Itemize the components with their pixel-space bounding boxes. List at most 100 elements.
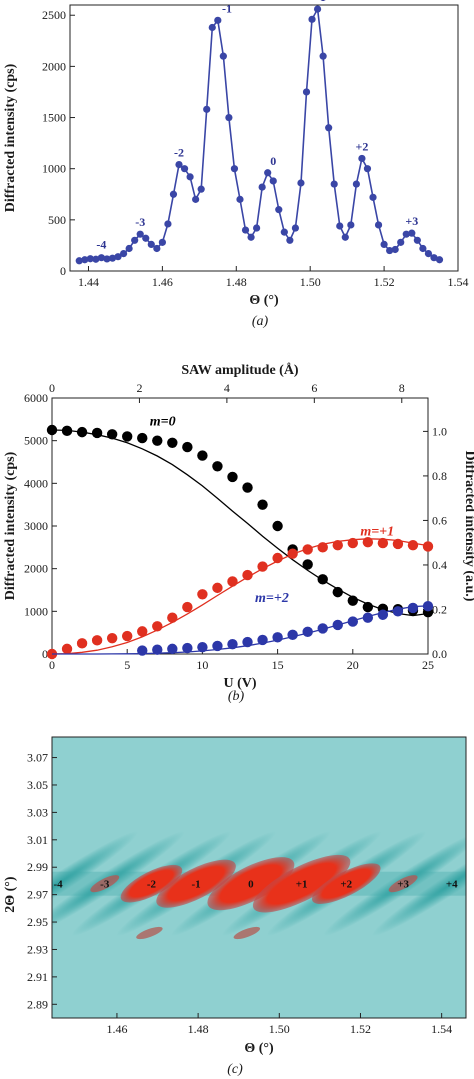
- panel-a-data-point: [175, 161, 183, 169]
- panel-b-xtick-label: 0: [49, 658, 55, 672]
- panel-c-xtick-label: 1.54: [431, 1022, 452, 1036]
- panel-b-y2tick-label: 0.0: [432, 647, 447, 661]
- panel-a-data-point: [435, 256, 444, 264]
- panel-b-series-label: m=+1: [360, 524, 394, 539]
- panel-b-data-point: [407, 540, 419, 551]
- panel-c-xlabel: Θ (°): [244, 1041, 274, 1056]
- panel-a-peak-label: +2: [356, 139, 369, 153]
- panel-a-data-point: [86, 255, 94, 263]
- panel-c-streak: [371, 831, 466, 937]
- panel-b-data-point: [287, 548, 298, 559]
- panel-b-data-point: [182, 642, 193, 654]
- panel-a-data-point: [341, 233, 349, 241]
- panel-a-data-point: [103, 255, 111, 263]
- panel-a-data-point: [136, 230, 144, 238]
- panel-b-data-point: [91, 427, 103, 439]
- panel-a-peak-label: -2: [174, 146, 184, 160]
- panel-b-y2label: Diffracted intensity (a.u.): [462, 451, 474, 602]
- panel-a-data-point: [297, 179, 305, 187]
- panel-a-xtick-label: 1.46: [152, 275, 173, 289]
- panel-b-xlabel: U (V): [223, 676, 256, 691]
- panel-b-data-point: [272, 520, 283, 532]
- panel-c-xtick-label: 1.52: [350, 1022, 371, 1036]
- panel-a-data-point: [369, 193, 377, 201]
- panel-c-ytick-label: 3.01: [27, 833, 48, 847]
- panel-b-data-point: [167, 643, 178, 655]
- panel-a-data-point: [413, 236, 421, 244]
- panel-a-data-point: [291, 224, 300, 232]
- panel-b-y2tick-label: 0.6: [432, 513, 447, 527]
- panel-c-peak-label: 0: [248, 879, 254, 891]
- panel-b-data-point: [302, 559, 313, 570]
- panel-c-peak-label: +3: [397, 879, 409, 891]
- panel-b-ytick-label: 5000: [24, 434, 48, 448]
- panel-b-xtick-label: 10: [196, 658, 208, 672]
- panel-a-data-point: [402, 230, 410, 238]
- panel-c-peak-label: -2: [147, 879, 157, 891]
- panel-b-data-point: [242, 636, 253, 648]
- panel-b-data-point: [227, 638, 238, 650]
- panel-a-data-point: [286, 236, 294, 244]
- panel-b-data-point: [332, 540, 343, 551]
- panel-c-peak: [388, 875, 418, 893]
- panel-b-ylabel: Diffracted intensity (cps): [3, 451, 18, 600]
- panel-a-data-point: [192, 195, 200, 203]
- panel-a-data-point: [374, 221, 383, 229]
- panel-a-data-point: [424, 250, 433, 258]
- panel-a-data-point: [81, 256, 89, 264]
- panel-b-data-point: [377, 537, 389, 549]
- panel-a-data-point: [142, 234, 150, 242]
- panel-b-xtick-label: 25: [422, 658, 434, 672]
- panel-a-data-point: [253, 224, 261, 232]
- panel-a-data-point: [313, 5, 322, 13]
- panel-a-xtick-label: 1.54: [448, 275, 469, 289]
- panel-a-data-point: [158, 238, 166, 246]
- panel-c-xtick-label: 1.46: [106, 1022, 127, 1036]
- panel-a-peak-label: +1: [313, 0, 326, 4]
- panel-a-xtick-label: 1.44: [78, 275, 99, 289]
- panel-c-ytick-label: 2.89: [27, 997, 48, 1011]
- panel-a-ytick-label: 1500: [42, 111, 66, 125]
- panel-a-data-point: [147, 240, 155, 248]
- panel-b-data-point: [272, 552, 283, 564]
- panel-a-data-point: [214, 16, 222, 24]
- panel-a-xtick-label: 1.52: [374, 275, 395, 289]
- panel-b-data-point: [227, 471, 238, 483]
- panel-b-data-point: [422, 601, 434, 612]
- panel-b-data-point: [392, 606, 404, 617]
- panel-a-series-line: [79, 6, 440, 262]
- panel-b-data-point: [167, 437, 178, 448]
- panel-b-series-label: m=+2: [255, 591, 289, 606]
- panel-b-data-point: [76, 638, 88, 649]
- panel-a-data-point: [203, 105, 211, 113]
- panel-a-data-point: [430, 254, 438, 262]
- panel-b-x2tick-label: 2: [136, 381, 142, 395]
- panel-b-xtick-label: 15: [272, 658, 284, 672]
- panel-a-peak-label: -1: [222, 1, 232, 15]
- panel-a-data-point: [153, 244, 161, 253]
- panel-b-x2tick-label: 6: [311, 381, 317, 395]
- panel-a-data-point: [330, 180, 338, 188]
- panel-b-fit-line: [51, 429, 429, 617]
- panel-c-peak: [90, 875, 120, 893]
- panel-a-data-point: [114, 253, 122, 261]
- panel-a-data-point: [325, 124, 333, 132]
- panel-a-data-point: [75, 257, 83, 265]
- panel-b-data-point: [317, 574, 328, 585]
- panel-a-data-point: [280, 228, 288, 236]
- panel-b-data-point: [407, 602, 419, 614]
- panel-a-data-point: [336, 222, 344, 230]
- panel-a-data-point: [397, 238, 405, 246]
- panel-c-peak-label: +4: [446, 879, 458, 891]
- panel-b-data-point: [137, 432, 148, 444]
- panel-a-ytick-label: 0: [60, 264, 66, 278]
- panel-a-data-point: [230, 165, 239, 173]
- panel-b-y2tick-label: 0.8: [432, 469, 447, 483]
- panel-b-x2tick-label: 4: [224, 381, 230, 395]
- panel-b-data-point: [182, 601, 193, 613]
- panel-a-frame: [69, 4, 459, 272]
- panel-c-peak-label: +1: [296, 879, 308, 891]
- panel-c-peak: [156, 859, 236, 908]
- panel-c-ytick-label: 2.99: [27, 860, 48, 874]
- panel-a-data-point: [247, 233, 255, 241]
